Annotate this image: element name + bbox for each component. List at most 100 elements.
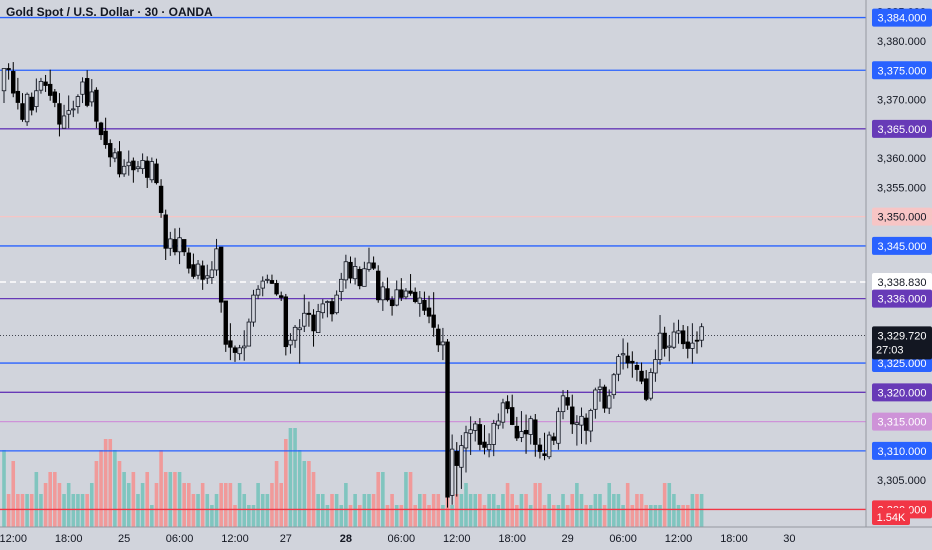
time-tick-label: 06:00 (609, 533, 637, 545)
volume-bar (89, 483, 94, 527)
candle-body (20, 103, 25, 120)
volume-bar (528, 505, 533, 527)
candle-body (135, 166, 141, 170)
candle-body (11, 71, 16, 94)
level-label: 3,315.000 (878, 417, 927, 429)
candle-body (551, 436, 556, 441)
candle-body (634, 364, 640, 370)
volume-bar (551, 505, 556, 527)
price-axis: 3,305.000 3,355.000 3,360.000 3,370.000 3,38… (865, 0, 932, 550)
candle-body (639, 370, 644, 382)
candle-body (306, 312, 312, 315)
price-tick-label: 3,370.000 (877, 95, 926, 107)
volume-bar (579, 494, 584, 527)
volume-bar (76, 494, 80, 527)
volume-bar (639, 494, 644, 527)
candle-body (620, 353, 626, 356)
candle-body (667, 345, 672, 348)
volume-label: 1.54K (877, 512, 906, 524)
level-label-bg (872, 383, 932, 402)
candle-body (546, 434, 552, 458)
candle-body (399, 289, 404, 298)
candle-body (611, 374, 617, 396)
candle-body (61, 115, 67, 129)
volume-bar (205, 494, 210, 527)
volume-bar (251, 505, 256, 527)
volume-bar (505, 483, 510, 527)
volume-bar (279, 483, 283, 527)
volume-bar (464, 483, 468, 527)
volume-bar (408, 472, 413, 527)
candle-body (389, 299, 395, 307)
volume-bar (699, 494, 704, 527)
candle-body (653, 359, 658, 374)
level-label: 3,320.000 (878, 387, 927, 399)
price-tick-label: 3,380.000 (877, 36, 926, 48)
candle-body (209, 269, 215, 278)
candle-body (593, 389, 598, 410)
volume-bar (542, 505, 547, 527)
candle-body (597, 386, 603, 390)
volume-bar (126, 483, 131, 527)
level-label: 3,338.830 (878, 277, 927, 289)
volume-bar (16, 494, 20, 527)
candle-body (579, 415, 584, 426)
candle-body (630, 360, 635, 364)
volume-layer (2, 428, 704, 527)
candle-body (412, 291, 418, 302)
candle-body (408, 290, 413, 294)
volume-bar (330, 494, 334, 527)
volume-bar (612, 494, 616, 527)
volume-bar (284, 439, 288, 527)
volume-bar (80, 494, 85, 527)
candle-body (186, 252, 191, 269)
candle-body (468, 429, 473, 434)
candle-body (523, 429, 529, 435)
volume-bar (362, 494, 367, 527)
candle-body (149, 161, 155, 181)
candle-body (260, 280, 265, 289)
time-tick-label: 18:00 (498, 533, 526, 545)
candle-body (48, 83, 53, 96)
candle-body (343, 261, 349, 281)
level-label: 3,310.000 (878, 446, 927, 458)
volume-bar (20, 494, 25, 527)
candle-body (352, 266, 358, 280)
candle-body (607, 395, 612, 409)
candle-body (671, 331, 677, 348)
candle-body (52, 91, 58, 103)
candle-body (685, 341, 690, 349)
level-label-bg (872, 61, 932, 80)
volume-bar (39, 494, 43, 527)
candle-body (255, 288, 261, 296)
volume-bar (228, 483, 233, 527)
candle-body (274, 283, 279, 295)
volume-bar (103, 439, 108, 527)
volume-bar (154, 483, 159, 527)
candle-body (265, 278, 270, 281)
volume-bar (265, 494, 270, 527)
volume-bar (316, 494, 320, 527)
time-tick-label: 18:00 (55, 533, 83, 545)
candle-body (509, 407, 515, 425)
volume-bar (344, 483, 348, 527)
volume-bar (565, 505, 570, 527)
volume-bar (113, 450, 117, 527)
level-label: 3,336.000 (878, 294, 927, 306)
candle-body (694, 339, 700, 342)
time-tick-label: 12:00 (221, 533, 249, 545)
candle-body (574, 422, 580, 425)
volume-bar (85, 494, 89, 527)
candle-body (163, 214, 168, 249)
volume-bar (256, 483, 260, 527)
volume-bar (34, 472, 39, 527)
candle-body (676, 330, 681, 334)
candle-body (297, 327, 302, 331)
candle-body (533, 419, 538, 445)
volume-bar (491, 494, 496, 527)
volume-bar (334, 494, 339, 527)
volume-bar (478, 494, 482, 527)
candle-body (505, 401, 510, 410)
